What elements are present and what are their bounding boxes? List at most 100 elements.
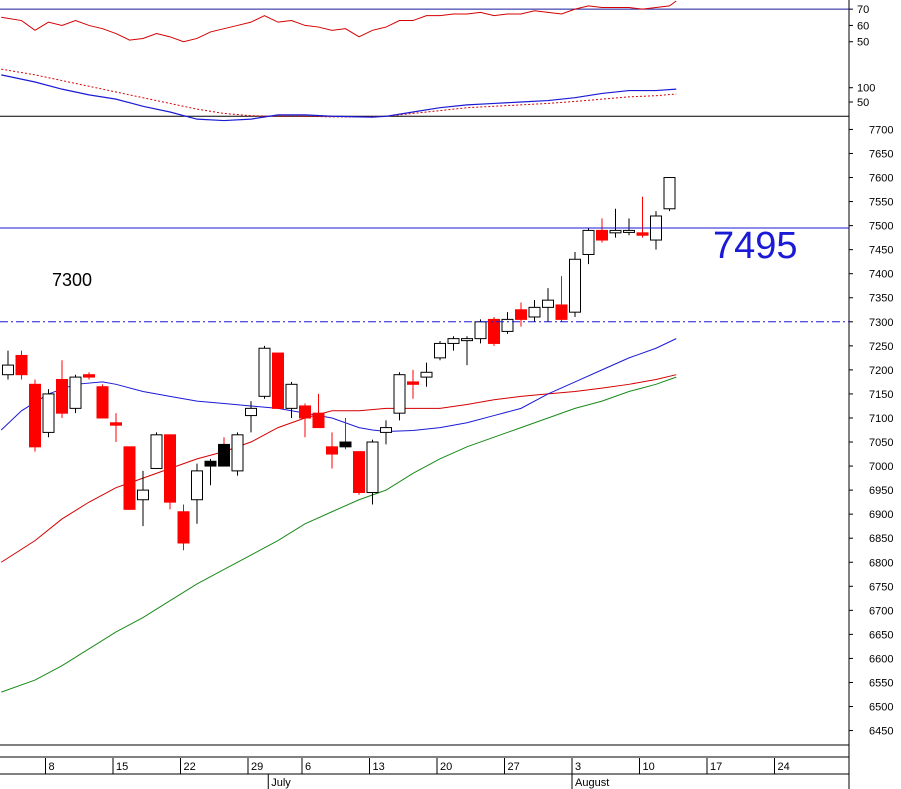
candle-body <box>420 371 433 378</box>
candle <box>434 341 446 361</box>
candle <box>177 504 190 551</box>
date-tick-label: 8 <box>49 761 55 773</box>
candle <box>231 432 244 476</box>
macd-line <box>1 74 677 122</box>
candle-body <box>582 229 595 255</box>
candle <box>407 369 419 399</box>
candle <box>542 288 554 322</box>
candle-body <box>137 489 149 501</box>
candle-body <box>231 434 244 472</box>
price-tick-label: 7400 <box>869 269 893 281</box>
date-tick-label: 6 <box>305 761 311 773</box>
candle-body <box>380 427 392 433</box>
price-tick-label: 6900 <box>869 509 893 521</box>
date-tick-label: 17 <box>710 761 722 773</box>
candle-body <box>299 405 311 419</box>
candle-body <box>42 393 55 433</box>
candle <box>164 434 176 510</box>
candle <box>515 302 527 327</box>
price-tick-label: 7150 <box>869 389 893 401</box>
price-tick-label: 6550 <box>869 677 893 689</box>
candle <box>488 316 500 346</box>
candle-body <box>69 376 82 409</box>
candle <box>150 432 163 469</box>
candle <box>15 350 28 380</box>
candle-body <box>353 451 365 494</box>
candle <box>299 403 311 438</box>
candle-body <box>636 232 649 236</box>
candle <box>650 211 662 250</box>
candle-body <box>434 342 446 359</box>
rsi-tick-label: 70 <box>857 4 869 16</box>
price-tick-label: 6750 <box>869 581 893 593</box>
candle-body <box>150 434 163 469</box>
resistance-label: 7495 <box>713 225 798 267</box>
candle-body <box>177 511 190 544</box>
price-axis: 6450 6500 6550 6600 6650 6700 6750 6800 6850 6900… <box>849 124 893 738</box>
price-tick-label: 6950 <box>869 485 893 497</box>
candle <box>312 393 325 429</box>
candle-body <box>461 338 473 342</box>
candle-body <box>218 443 230 467</box>
candle <box>380 420 392 445</box>
candle-body <box>285 383 298 409</box>
candle-body <box>83 374 95 378</box>
candle <box>204 458 217 486</box>
candles <box>2 177 676 551</box>
candle <box>555 276 568 322</box>
candle-body <box>312 412 325 429</box>
candle <box>245 401 257 433</box>
price-tick-label: 7550 <box>869 197 893 209</box>
price-tick-label: 7500 <box>869 221 893 233</box>
candle <box>285 381 298 418</box>
candle <box>393 372 406 421</box>
candle <box>582 228 595 265</box>
rsi-tick-label: 50 <box>857 37 869 49</box>
price-tick-label: 7250 <box>869 341 893 353</box>
candle-body <box>56 379 68 414</box>
candle <box>596 218 608 243</box>
candle-body <box>501 318 514 332</box>
candle-body <box>326 446 338 455</box>
candle-body <box>123 446 136 510</box>
month-label: July <box>271 777 291 789</box>
price-tick-label: 7100 <box>869 413 893 425</box>
candle <box>29 379 41 452</box>
candle <box>663 177 676 212</box>
candle <box>339 417 352 450</box>
candle <box>447 336 460 351</box>
candle <box>123 446 136 510</box>
candle-body <box>96 386 109 419</box>
date-tick-label: 10 <box>643 761 655 773</box>
price-tick-label: 7700 <box>869 124 893 136</box>
date-tick-label: 22 <box>184 761 196 773</box>
candle <box>83 372 95 380</box>
price-tick-label: 7000 <box>869 461 893 473</box>
candle <box>191 463 203 524</box>
candle-body <box>623 229 635 233</box>
candle-body <box>245 407 257 417</box>
candle-body <box>555 304 568 320</box>
candle-body <box>191 470 203 501</box>
candle <box>501 312 514 334</box>
price-tick-label: 6700 <box>869 605 893 617</box>
candle <box>528 300 541 322</box>
price-tick-label: 7600 <box>869 173 893 185</box>
support-label: 7300 <box>52 270 92 290</box>
candle <box>42 389 55 438</box>
candle <box>353 451 365 495</box>
candle <box>56 360 68 418</box>
candle-body <box>110 422 122 426</box>
chart-frame <box>0 0 850 789</box>
date-tick-label: 3 <box>575 761 581 773</box>
price-tick-label: 7300 <box>869 317 893 329</box>
candle <box>272 352 284 409</box>
price-tick-label: 6650 <box>869 629 893 641</box>
candle <box>474 319 487 344</box>
date-tick-label: 20 <box>440 761 452 773</box>
candle-body <box>29 383 41 448</box>
candle-body <box>488 318 500 344</box>
